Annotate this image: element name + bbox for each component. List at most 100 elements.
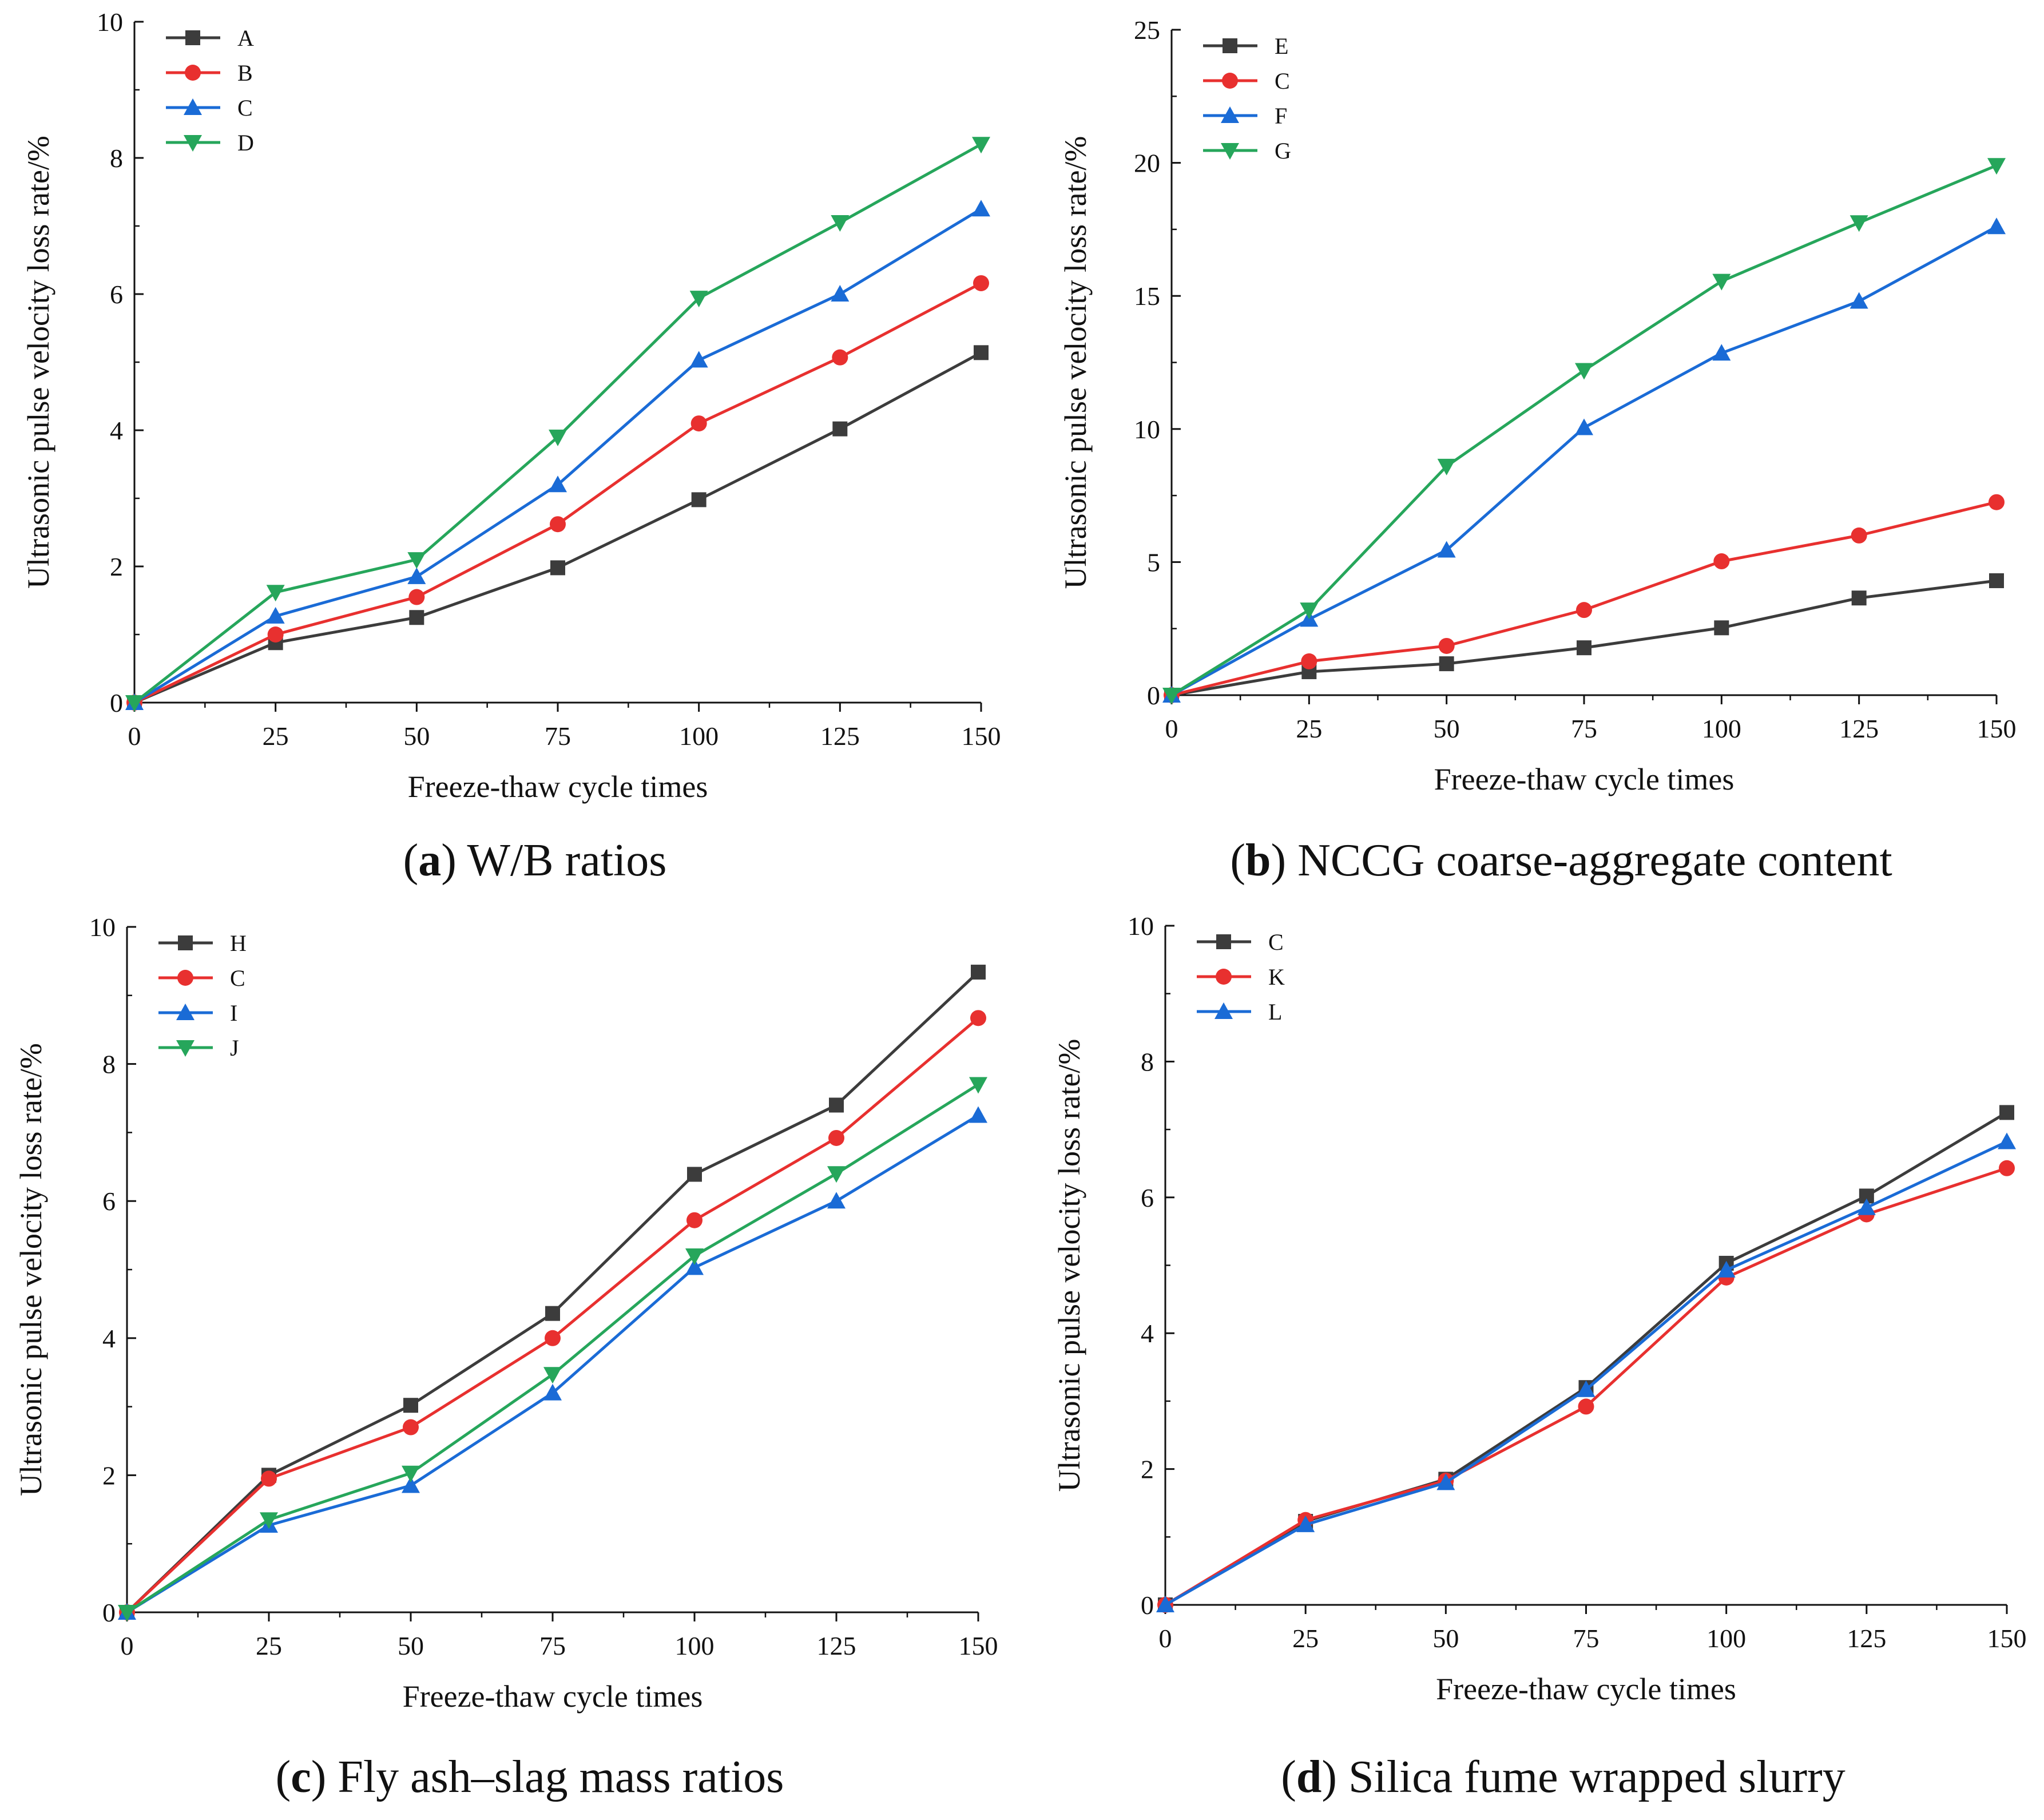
y-tick-label: 10 — [89, 913, 116, 942]
x-tick-label: 100 — [675, 1631, 715, 1660]
data-point — [831, 285, 849, 302]
y-tick-label: 10 — [97, 7, 123, 37]
data-point — [972, 200, 990, 216]
x-tick-label: 100 — [1702, 714, 1741, 743]
data-point — [261, 1470, 277, 1486]
data-point — [832, 422, 847, 437]
caption-text: W/B ratios — [467, 835, 667, 886]
y-tick-label: 0 — [110, 688, 123, 717]
data-point — [407, 568, 426, 584]
legend-label: K — [1268, 964, 1285, 990]
series-C — [125, 200, 990, 710]
data-point — [828, 1130, 844, 1146]
data-point — [408, 589, 424, 605]
data-point — [971, 965, 986, 980]
y-tick-label: 2 — [1141, 1455, 1154, 1484]
y-tick-label: 4 — [110, 416, 123, 445]
x-tick-label: 25 — [256, 1631, 282, 1660]
series-line — [1172, 502, 1997, 695]
legend-label: E — [1275, 33, 1288, 59]
caption-paren-close: ) — [1271, 835, 1297, 886]
legend-label: C — [1275, 68, 1290, 94]
data-point — [690, 351, 708, 367]
y-tick-label: 2 — [102, 1461, 116, 1490]
caption-letter: c — [291, 1752, 311, 1802]
x-tick-label: 0 — [1165, 714, 1178, 743]
y-tick-label: 8 — [102, 1050, 116, 1079]
caption-paren-open: ( — [1230, 835, 1245, 886]
y-tick-label: 6 — [110, 280, 123, 309]
data-point — [545, 1330, 561, 1346]
series-B — [126, 275, 989, 711]
data-point — [832, 350, 848, 366]
x-tick-label: 125 — [1847, 1624, 1886, 1653]
x-axis-label: Freeze-thaw cycle times — [1434, 762, 1735, 796]
data-point — [260, 1512, 278, 1529]
x-tick-label: 50 — [403, 721, 430, 751]
data-point — [687, 1167, 702, 1181]
panel-caption: (c) Fly ash–slag mass ratios — [276, 1752, 784, 1802]
y-tick-label: 2 — [110, 552, 123, 581]
legend-marker — [1216, 934, 1231, 949]
x-tick-label: 150 — [1977, 714, 2017, 743]
series-C — [1164, 494, 2005, 703]
y-tick-label: 6 — [102, 1187, 116, 1216]
data-point — [973, 275, 989, 291]
y-tick-label: 25 — [1134, 15, 1160, 45]
legend-label: C — [1268, 929, 1284, 955]
data-point — [1578, 1398, 1594, 1414]
y-axis-label: Ultrasonic pulse velocity loss rate/% — [21, 136, 55, 589]
data-point — [686, 1212, 702, 1228]
panel-caption: (a) W/B ratios — [403, 835, 667, 886]
legend-label: J — [230, 1035, 239, 1061]
y-tick-label: 0 — [1147, 681, 1160, 710]
x-tick-label: 25 — [1296, 714, 1322, 743]
data-point — [550, 560, 565, 575]
y-tick-label: 20 — [1134, 149, 1160, 178]
data-point — [409, 610, 424, 625]
x-axis-label: Freeze-thaw cycle times — [1436, 1672, 1736, 1706]
series-I — [118, 1106, 987, 1620]
caption-letter: d — [1296, 1752, 1322, 1802]
x-tick-label: 50 — [1432, 1624, 1459, 1653]
x-tick-label: 125 — [820, 721, 860, 751]
x-tick-label: 0 — [1159, 1624, 1172, 1653]
data-point — [969, 1106, 987, 1123]
data-point — [1852, 590, 1867, 605]
y-tick-label: 6 — [1141, 1183, 1154, 1212]
y-axis-label: Ultrasonic pulse velocity loss rate/% — [1058, 136, 1093, 589]
y-axis-label: Ultrasonic pulse velocity loss rate/% — [1052, 1039, 1086, 1492]
legend-label: B — [237, 60, 253, 86]
series-J — [118, 1077, 987, 1621]
legend-marker — [185, 65, 201, 81]
caption-paren-open: ( — [276, 1752, 291, 1802]
series-line — [1172, 581, 1997, 695]
data-point — [829, 1097, 844, 1112]
x-tick-label: 75 — [1571, 714, 1597, 743]
data-point — [1998, 1132, 2016, 1149]
series-D — [125, 137, 990, 712]
data-point — [1714, 620, 1729, 635]
data-point — [1575, 418, 1593, 435]
series-H — [120, 965, 986, 1620]
x-tick-label: 0 — [121, 1631, 134, 1660]
data-point — [1439, 638, 1455, 654]
data-point — [1989, 494, 2005, 510]
data-point — [268, 627, 284, 643]
data-point — [970, 1010, 986, 1026]
legend-label: H — [230, 930, 247, 956]
legend-marker — [177, 970, 193, 986]
series-line — [127, 972, 978, 1612]
y-tick-label: 10 — [1128, 911, 1154, 941]
x-tick-label: 75 — [539, 1631, 566, 1660]
x-tick-label: 150 — [959, 1631, 998, 1660]
data-point — [1987, 217, 2006, 234]
data-point — [1577, 640, 1591, 655]
data-point — [545, 1306, 560, 1321]
x-tick-label: 25 — [1292, 1624, 1319, 1653]
data-point — [691, 415, 707, 431]
data-point — [1712, 344, 1731, 360]
data-point — [403, 1398, 418, 1413]
